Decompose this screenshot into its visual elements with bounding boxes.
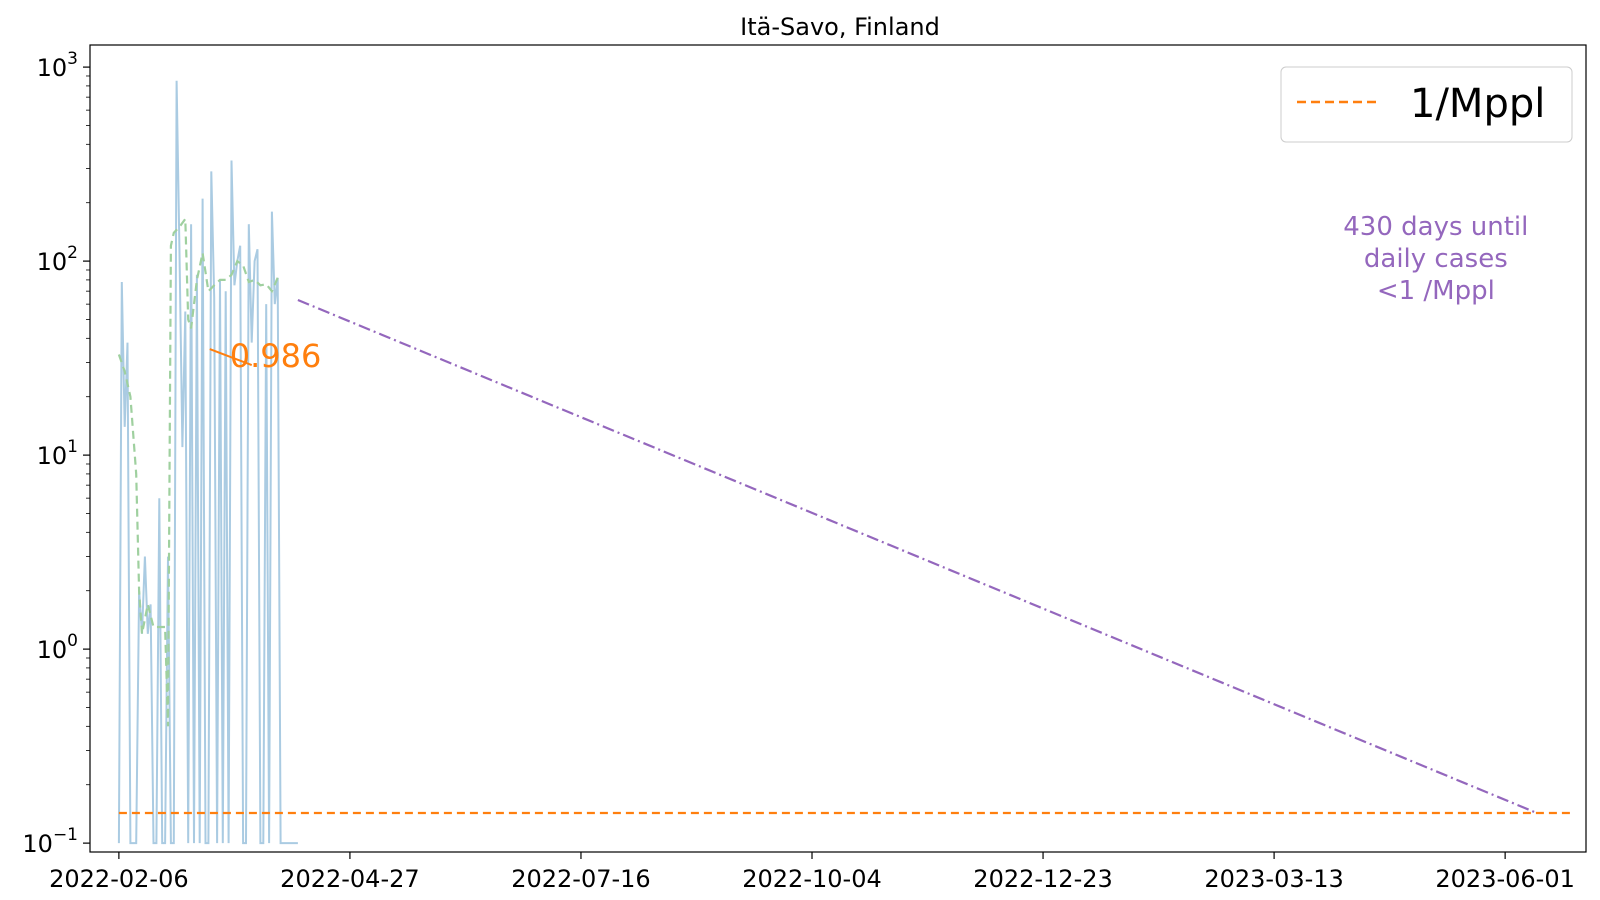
x-tick-label: 2022-04-27: [280, 865, 419, 893]
y-axis: 10−1 100 101 102 103: [22, 49, 90, 858]
x-tick-label: 2022-07-16: [511, 865, 650, 893]
axes-frame: [89, 44, 1587, 853]
y-tick-label: 102: [37, 243, 78, 276]
x-tick-label: 2022-12-23: [973, 865, 1112, 893]
series-line-7-day-average: [117, 215, 279, 727]
x-axis: 2022-02-06 2022-04-27 2022-07-16 2022-10-04…: [49, 852, 1575, 893]
y-tick-label: 103: [37, 49, 78, 82]
x-tick-label: 2023-06-01: [1435, 865, 1574, 893]
legend-box: [1280, 66, 1573, 143]
series-line-daily-cases: [117, 80, 298, 845]
x-tick-label: 2023-03-13: [1204, 865, 1343, 893]
legend: 1/Mppl: [1280, 66, 1573, 143]
annotations: 0.986 430 days until daily cases <1 /Mppl: [209, 212, 1528, 375]
y-tick-label: 100: [37, 631, 78, 664]
x-tick-label: 2022-02-06: [49, 865, 188, 893]
days-until-annotation: 430 days until daily cases <1 /Mppl: [1343, 212, 1528, 306]
legend-label-1-mppl: 1/Mppl: [1410, 81, 1545, 127]
chart-title: Itä-Savo, Finland: [740, 13, 940, 41]
plot-area: [117, 80, 1572, 845]
y-tick-label: 10−1: [22, 825, 78, 858]
y-tick-label: 101: [37, 437, 78, 470]
slope-label: 0.986: [230, 337, 322, 375]
x-tick-label: 2022-10-04: [742, 865, 881, 893]
slope-indicator-line: [209, 348, 253, 367]
series-line-projection: [297, 298, 1538, 815]
